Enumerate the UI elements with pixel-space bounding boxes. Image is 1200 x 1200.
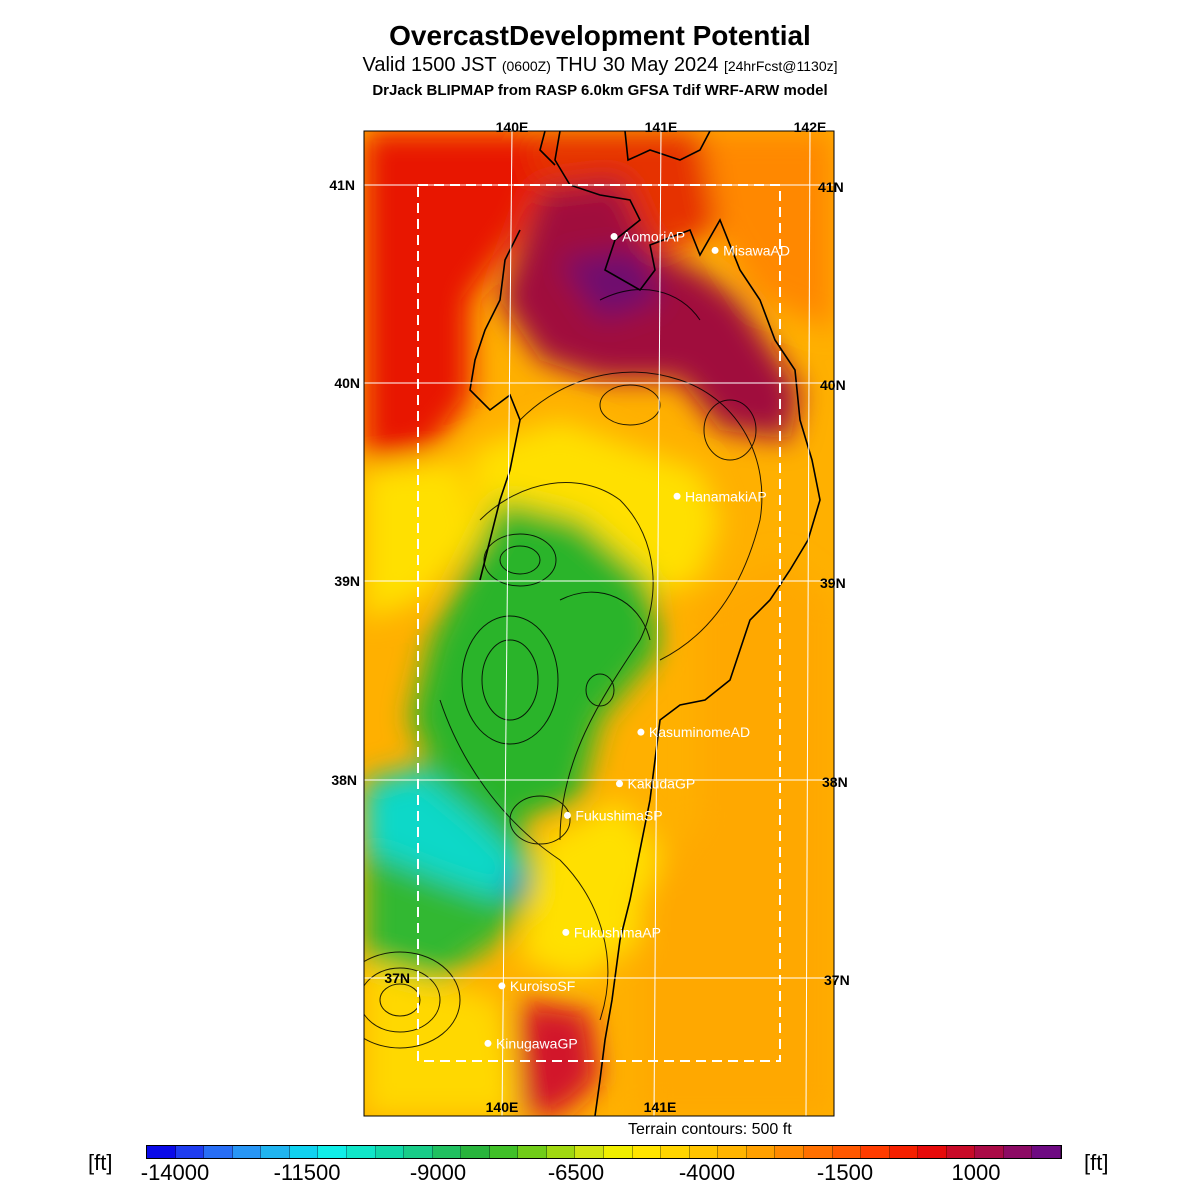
colorbar-tick-label: -1500 xyxy=(816,1160,874,1185)
lon-label-bottom: 141E xyxy=(644,1099,677,1115)
site-label: FukushimaAP xyxy=(574,924,661,940)
lat-label-right: 41N xyxy=(818,179,844,195)
colorbar-tick-label: -9000 xyxy=(409,1160,467,1185)
colorbar-swatch xyxy=(518,1146,547,1158)
lon-label-top: 141E xyxy=(645,119,678,135)
colorbar-swatch xyxy=(632,1146,662,1158)
colorbar-swatch xyxy=(261,1146,290,1158)
map-frame xyxy=(363,130,835,1117)
colorbar-swatch xyxy=(718,1146,747,1158)
colorbar-swatch xyxy=(1032,1146,1061,1158)
lat-label-right: 39N xyxy=(820,575,846,591)
site-marker xyxy=(562,928,570,936)
site-marker xyxy=(498,982,506,990)
lon-label-top: 142E xyxy=(794,119,827,135)
lat-label-left: 40N xyxy=(334,375,360,391)
chart-title: OvercastDevelopment Potential xyxy=(389,20,811,51)
colorbar-swatch xyxy=(946,1146,976,1158)
colorbar-swatch xyxy=(889,1146,919,1158)
valid-prefix: Valid 1500 JST xyxy=(362,54,497,76)
lon-label-top: 140E xyxy=(496,119,529,135)
site-marker xyxy=(711,246,719,254)
colorbar-tick-label: -6500 xyxy=(547,1160,605,1185)
valid-time-line: Valid 1500 JST (0600Z) THU 30 May 2024 [… xyxy=(0,54,1200,77)
site-label: HanamakiAP xyxy=(685,488,767,504)
colorbar-swatch xyxy=(204,1146,233,1158)
colorbar-swatch xyxy=(432,1146,462,1158)
colorbar-swatch xyxy=(775,1146,804,1158)
colorbar-tick-label: -14000 xyxy=(140,1160,210,1185)
lat-label-right: 38N xyxy=(822,774,848,790)
colorbar-swatch xyxy=(375,1146,405,1158)
colorbar-unit-right: [ft] xyxy=(1084,1150,1109,1175)
colorbar-swatch xyxy=(546,1146,576,1158)
site-label: KakudaGP xyxy=(627,776,695,792)
site-marker xyxy=(484,1039,492,1047)
colorbar-tick-label: -4000 xyxy=(678,1160,736,1185)
colorbar-unit-left: [ft] xyxy=(88,1150,113,1175)
colorbar-tick-label: 1000 xyxy=(951,1160,1001,1185)
site-label: AomoriAP xyxy=(622,229,685,245)
colorbar-swatch xyxy=(803,1146,833,1158)
colorbar-swatch xyxy=(175,1146,205,1158)
forecast-tag: [24hrFcst@1130z] xyxy=(723,58,838,74)
inner-domain-box xyxy=(417,184,781,1062)
site-marker xyxy=(615,780,623,788)
colorbar-swatch xyxy=(318,1146,347,1158)
lat-label-right: 37N xyxy=(824,972,850,988)
site-label: KinugawaGP xyxy=(496,1035,578,1051)
site-marker xyxy=(637,728,645,736)
colorbar-swatch xyxy=(404,1146,433,1158)
colorbar-swatch xyxy=(975,1146,1004,1158)
map-field: AomoriAP MisawaAD HanamakiAP KasuminomeAD Ka… xyxy=(364,131,834,1116)
colorbar-swatch xyxy=(575,1146,604,1158)
lat-label-left: 38N xyxy=(331,772,357,788)
site-marker xyxy=(610,233,618,241)
terrain-contours xyxy=(364,289,763,1049)
colorbar-swatch xyxy=(1003,1146,1033,1158)
site-label: KuroisoSF xyxy=(510,978,575,994)
colorbar-swatch xyxy=(832,1146,862,1158)
colorbar-swatch xyxy=(147,1146,176,1158)
valid-zulu: (0600Z) xyxy=(501,58,551,74)
colorbar-swatch xyxy=(746,1146,776,1158)
axis-labels: 140E 141E 142E 140E 141E 41N 40N 39N 38N… xyxy=(329,119,849,1115)
colorbar-swatch xyxy=(861,1146,890,1158)
site-label: FukushimaSP xyxy=(575,807,662,823)
site-label: KasuminomeAD xyxy=(649,724,750,740)
colorbar-swatch xyxy=(689,1146,719,1158)
valid-date: THU 30 May 2024 xyxy=(556,54,719,76)
lat-label-left: 39N xyxy=(334,573,360,589)
colorbar-swatch xyxy=(289,1146,319,1158)
colorbar-swatch xyxy=(346,1146,376,1158)
colorbar-tick-label: -11500 xyxy=(273,1160,341,1185)
site-marker xyxy=(673,492,681,500)
lat-label-left: 41N xyxy=(329,177,355,193)
colorbar xyxy=(146,1145,1062,1159)
colorbar-swatch xyxy=(461,1146,490,1158)
coastline xyxy=(469,131,821,1116)
colorbar-swatch xyxy=(661,1146,690,1158)
colorbar-swatch xyxy=(489,1146,519,1158)
colorbar-swatch xyxy=(604,1146,633,1158)
model-description: DrJack BLIPMAP from RASP 6.0km GFSA Tdif… xyxy=(372,82,828,99)
lon-label-bottom: 140E xyxy=(486,1099,519,1115)
site-label: MisawaAD xyxy=(723,242,790,258)
lat-label-right: 40N xyxy=(820,377,846,393)
terrain-contours-note: Terrain contours: 500 ft xyxy=(628,1121,792,1138)
site-markers: AomoriAP MisawaAD HanamakiAP KasuminomeAD Ka… xyxy=(484,229,790,1051)
colorbar-swatch xyxy=(232,1146,262,1158)
colorbar-swatch xyxy=(918,1146,947,1158)
lat-label-left: 37N xyxy=(384,970,410,986)
site-marker xyxy=(563,811,571,819)
